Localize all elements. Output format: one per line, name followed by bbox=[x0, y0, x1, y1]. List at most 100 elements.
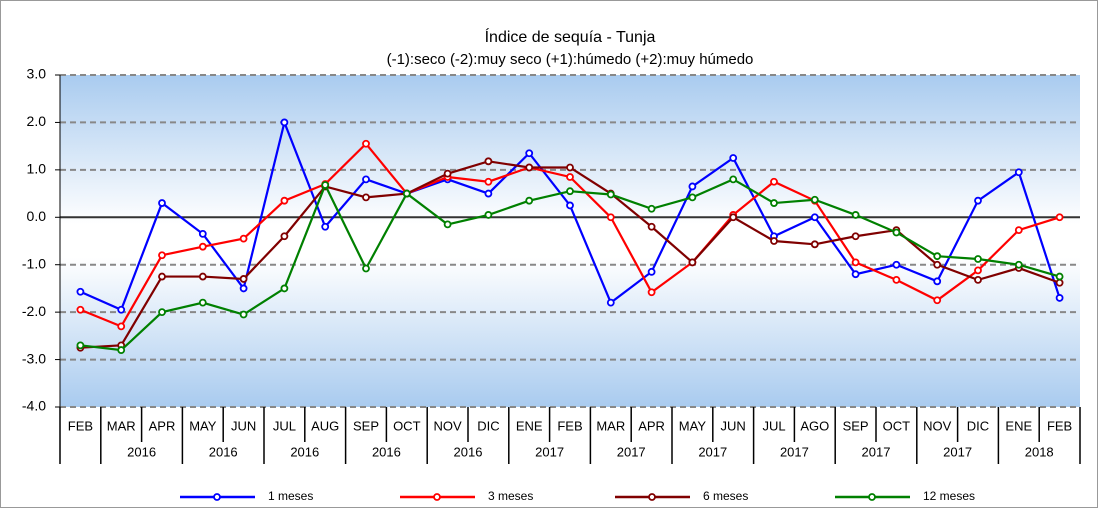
point bbox=[647, 267, 656, 276]
x-tick-label: MAR bbox=[596, 418, 625, 433]
y-tick-label: -3.0 bbox=[22, 350, 46, 366]
point bbox=[851, 258, 860, 267]
x-tick-label: JUN bbox=[721, 418, 746, 433]
point bbox=[810, 240, 819, 249]
point bbox=[117, 346, 126, 354]
point bbox=[1055, 272, 1064, 281]
point bbox=[362, 175, 370, 184]
y-tick-label: -4.0 bbox=[22, 398, 46, 414]
x-tick-label: DIC bbox=[477, 418, 499, 433]
chart-subtitle: (-1):seco (-2):muy seco (+1):húmedo (+2)… bbox=[387, 51, 754, 68]
point bbox=[239, 275, 248, 283]
point bbox=[606, 213, 615, 222]
x-tick-label: JUL bbox=[273, 418, 296, 433]
point bbox=[280, 196, 289, 205]
y-tick-label: 0.0 bbox=[27, 208, 47, 224]
legend-label: 1 meses bbox=[268, 489, 313, 503]
y-tick-label: 3.0 bbox=[27, 66, 47, 82]
year-label: 2016 bbox=[290, 444, 319, 459]
point bbox=[443, 169, 452, 178]
point bbox=[76, 287, 85, 296]
y-tick-label: -1.0 bbox=[22, 255, 46, 271]
point bbox=[280, 284, 289, 293]
point bbox=[198, 242, 207, 251]
x-tick-label: FEB bbox=[68, 418, 93, 433]
point bbox=[1055, 278, 1064, 287]
point bbox=[688, 258, 697, 267]
point bbox=[321, 222, 330, 231]
point bbox=[892, 275, 901, 284]
x-tick-label: OCT bbox=[393, 418, 421, 433]
legend-label: 12 meses bbox=[923, 489, 975, 503]
x-tick-label: APR bbox=[638, 418, 665, 433]
year-label: 2016 bbox=[209, 444, 238, 459]
point bbox=[933, 260, 942, 269]
x-tick-label: AUG bbox=[311, 418, 339, 433]
year-label: 2017 bbox=[617, 444, 646, 459]
point bbox=[566, 173, 574, 181]
point bbox=[892, 228, 901, 237]
year-label: 2017 bbox=[698, 444, 727, 459]
year-label: 2018 bbox=[1025, 444, 1054, 459]
point bbox=[770, 199, 778, 207]
year-label: 2016 bbox=[372, 444, 401, 459]
x-tick-label: ENE bbox=[1005, 418, 1032, 433]
point bbox=[933, 296, 942, 305]
point bbox=[117, 322, 126, 331]
legend-label: 3 meses bbox=[488, 489, 533, 503]
point bbox=[810, 213, 819, 222]
point bbox=[851, 211, 860, 219]
point bbox=[76, 341, 85, 350]
point bbox=[974, 266, 982, 275]
point bbox=[892, 260, 901, 269]
point bbox=[1014, 260, 1023, 269]
y-tick-label: 1.0 bbox=[27, 161, 47, 177]
point bbox=[198, 272, 207, 281]
point bbox=[851, 270, 860, 279]
x-tick-label: AGO bbox=[800, 418, 829, 433]
point bbox=[606, 298, 615, 307]
point bbox=[974, 196, 982, 205]
point bbox=[484, 157, 493, 166]
y-tick-label: -2.0 bbox=[22, 303, 46, 319]
x-tick-label: NOV bbox=[434, 418, 463, 433]
point bbox=[76, 305, 85, 314]
point bbox=[280, 232, 289, 241]
point bbox=[484, 177, 493, 186]
year-label: 2017 bbox=[535, 444, 564, 459]
y-tick-label: 2.0 bbox=[27, 113, 47, 129]
legend-label: 6 meses bbox=[703, 489, 748, 503]
point bbox=[362, 139, 370, 148]
legend-marker bbox=[213, 493, 221, 501]
x-tick-label: SEP bbox=[843, 418, 869, 433]
year-label: 2016 bbox=[127, 444, 156, 459]
point bbox=[362, 193, 370, 202]
chart-title: Índice de sequía - Tunja bbox=[485, 27, 656, 46]
point bbox=[1055, 294, 1064, 302]
point bbox=[974, 255, 982, 263]
x-tick-label: JUL bbox=[762, 418, 785, 433]
legend-marker bbox=[433, 493, 441, 501]
point bbox=[525, 149, 534, 158]
x-tick-label: JUN bbox=[231, 418, 256, 433]
x-tick-label: OCT bbox=[883, 418, 911, 433]
x-tick-label: APR bbox=[149, 418, 176, 433]
legend-marker bbox=[868, 493, 876, 501]
point bbox=[198, 298, 207, 307]
point bbox=[402, 189, 411, 198]
point bbox=[647, 222, 656, 231]
point bbox=[647, 288, 656, 297]
point bbox=[688, 193, 697, 202]
point bbox=[321, 181, 330, 189]
point bbox=[484, 211, 493, 219]
point bbox=[974, 275, 982, 284]
point bbox=[443, 220, 452, 229]
x-tick-label: MAY bbox=[189, 418, 217, 433]
point bbox=[933, 252, 942, 261]
point bbox=[729, 213, 738, 222]
point bbox=[688, 182, 697, 191]
x-tick-label: FEB bbox=[557, 418, 582, 433]
point bbox=[1014, 226, 1023, 234]
point bbox=[729, 154, 738, 162]
